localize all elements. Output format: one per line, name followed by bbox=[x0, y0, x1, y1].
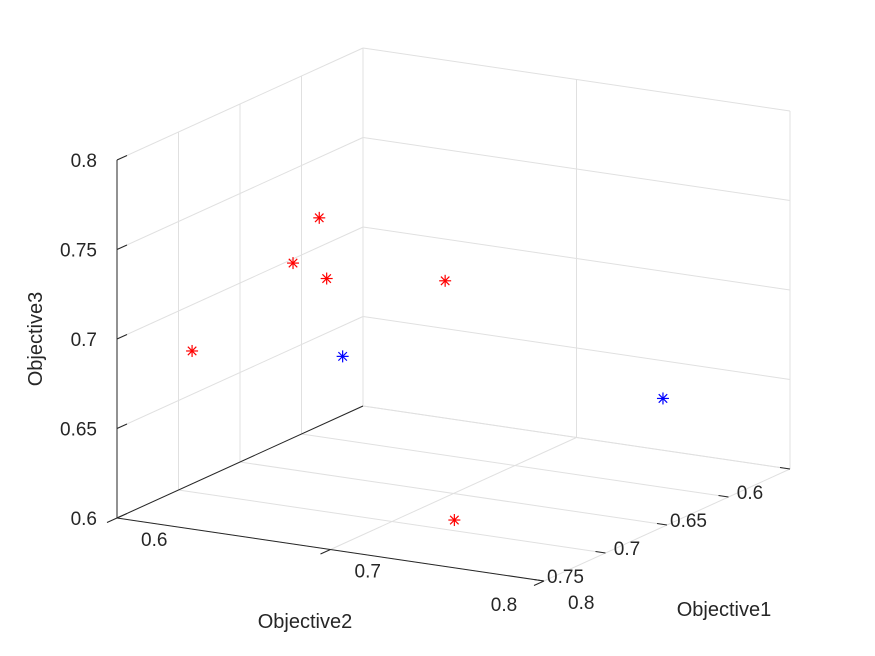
grid-line-z-side bbox=[116, 226, 364, 340]
y-tick-label: 0.6 bbox=[737, 483, 763, 504]
x-tick-label: 0.6 bbox=[141, 530, 167, 551]
z-tick-label: 0.65 bbox=[60, 420, 97, 441]
grid-line-z-back bbox=[362, 226, 791, 291]
grid-line-z-side bbox=[116, 316, 364, 429]
z-tick-mark bbox=[116, 334, 128, 340]
grid-line-z-back bbox=[362, 47, 791, 112]
data-point bbox=[320, 272, 333, 285]
z-tick-mark bbox=[116, 513, 128, 519]
x-tick-mark bbox=[320, 549, 331, 555]
y-tick-label: 0.8 bbox=[491, 595, 517, 616]
data-point bbox=[336, 350, 349, 363]
y-tick-mark bbox=[533, 579, 545, 582]
y-tick-label: 0.65 bbox=[670, 511, 707, 532]
y-tick-label: 0.75 bbox=[547, 567, 584, 588]
y-tick-mark bbox=[779, 467, 791, 470]
x-tick-mark bbox=[106, 517, 118, 523]
z-tick-label: 0.75 bbox=[60, 241, 97, 262]
grid-line-y-floor bbox=[178, 489, 606, 554]
grid-lines bbox=[116, 47, 791, 582]
x-tick-mark bbox=[533, 580, 545, 586]
data-point bbox=[439, 274, 452, 287]
axis-lines bbox=[106, 155, 791, 586]
data-point bbox=[287, 257, 300, 270]
z-tick-label: 0.6 bbox=[71, 509, 97, 530]
x-tick-label: 0.7 bbox=[355, 562, 381, 583]
z-tick-mark bbox=[116, 423, 128, 429]
x-axis-title: Objective1 bbox=[677, 599, 772, 621]
data-points bbox=[186, 211, 669, 527]
grid-line-z-side bbox=[116, 137, 364, 250]
y-axis-title: Objective2 bbox=[258, 611, 353, 633]
z-tick-mark bbox=[116, 155, 128, 161]
data-point bbox=[656, 392, 669, 405]
z-axis-title: Objective3 bbox=[25, 292, 47, 387]
grid-line-y-floor bbox=[362, 405, 791, 470]
z-tick-mark bbox=[116, 244, 128, 250]
grid-line-z-back bbox=[362, 316, 791, 380]
y-tick-mark bbox=[718, 495, 729, 498]
x-tick-label: 0.8 bbox=[568, 593, 594, 614]
y-axis-line bbox=[116, 405, 364, 519]
data-point bbox=[313, 211, 326, 224]
grid-line-y-floor bbox=[301, 433, 729, 498]
data-point bbox=[186, 344, 199, 357]
y-tick-label: 0.7 bbox=[614, 539, 640, 560]
y-tick-mark bbox=[595, 551, 606, 554]
grid-line-y-floor bbox=[239, 461, 668, 526]
z-tick-label: 0.7 bbox=[71, 330, 97, 351]
data-point bbox=[448, 514, 461, 527]
y-tick-mark bbox=[656, 523, 668, 526]
grid-line-z-side bbox=[116, 47, 364, 161]
grid-line-z-back bbox=[362, 137, 791, 201]
z-tick-label: 0.8 bbox=[71, 151, 97, 172]
tick-labels: 0.6 0.7 0.8 0.6 0.65 0.7 0.75 0.8 0.6 0.65 0.7 0.75… bbox=[60, 151, 763, 616]
